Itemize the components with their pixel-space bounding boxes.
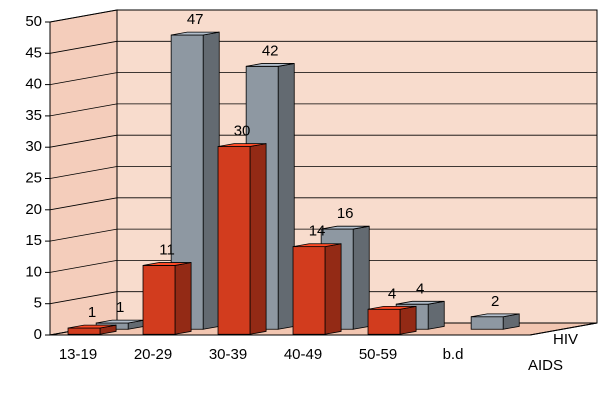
grid-line bbox=[49, 291, 597, 305]
bar-top bbox=[367, 305, 417, 310]
bar-side bbox=[399, 305, 417, 335]
y-tick-label: 15 bbox=[25, 232, 42, 249]
value-label: 16 bbox=[337, 205, 354, 222]
value-label: 47 bbox=[187, 11, 204, 28]
bar-side bbox=[202, 31, 220, 330]
bar-side bbox=[277, 62, 295, 330]
x-tick-label: 20-29 bbox=[134, 346, 172, 363]
bar bbox=[367, 305, 417, 335]
y-tick-label: 45 bbox=[25, 44, 42, 61]
value-label: 11 bbox=[159, 242, 175, 259]
bar bbox=[67, 324, 117, 335]
bar-top bbox=[67, 324, 117, 329]
x-tick-label: 13-19 bbox=[59, 346, 97, 363]
bar-front bbox=[67, 327, 101, 335]
bar-top bbox=[292, 243, 342, 248]
series-label: AIDS bbox=[528, 357, 563, 374]
bar-side bbox=[352, 225, 370, 330]
bar-side bbox=[174, 262, 192, 335]
bar-side bbox=[324, 243, 342, 335]
bar-top bbox=[396, 300, 445, 305]
x-tick-label: 30-39 bbox=[209, 346, 247, 363]
x-tick-label: 40-49 bbox=[284, 346, 322, 363]
value-label: 4 bbox=[416, 280, 424, 297]
x-tick-label: b.d bbox=[443, 346, 464, 363]
bar-top bbox=[217, 143, 267, 147]
y-tick-label: 35 bbox=[25, 107, 42, 124]
grid-line bbox=[49, 103, 597, 117]
bar bbox=[217, 143, 267, 335]
bar-top bbox=[321, 225, 370, 230]
bar-front bbox=[292, 246, 326, 335]
y-tick-label: 40 bbox=[25, 76, 42, 93]
bar-top bbox=[142, 262, 192, 266]
bar-top bbox=[246, 63, 295, 67]
grid-line bbox=[49, 228, 597, 242]
bar-side bbox=[249, 143, 267, 335]
value-label: 2 bbox=[491, 293, 499, 310]
bar-front bbox=[142, 265, 176, 335]
y-tick-label: 30 bbox=[25, 138, 42, 155]
y-tick-label: 0 bbox=[34, 326, 42, 343]
series-label: HIV bbox=[553, 331, 578, 348]
value-label: 30 bbox=[234, 123, 251, 140]
y-tick-label: 25 bbox=[25, 169, 42, 186]
grid-line bbox=[49, 134, 597, 148]
grid-line bbox=[49, 197, 597, 211]
y-tick-label: 5 bbox=[34, 295, 42, 312]
value-label: 1 bbox=[88, 304, 96, 321]
bar-front bbox=[367, 308, 401, 335]
grid-line bbox=[49, 40, 597, 54]
value-label: 1 bbox=[116, 299, 124, 316]
bar-top bbox=[171, 31, 220, 36]
y-tick-label: 10 bbox=[25, 263, 42, 280]
bar-side bbox=[427, 300, 445, 330]
value-label: 14 bbox=[309, 223, 326, 240]
y-tick-label: 20 bbox=[25, 201, 42, 218]
bar bbox=[292, 243, 342, 335]
bar-top bbox=[471, 313, 520, 318]
value-label: 42 bbox=[262, 42, 279, 59]
bar bbox=[142, 262, 192, 335]
grid-line bbox=[49, 9, 597, 23]
grid-line bbox=[49, 72, 597, 85]
bar bbox=[470, 313, 520, 330]
bar-front bbox=[470, 316, 504, 330]
value-label: 4 bbox=[388, 285, 396, 302]
y-tick-label: 50 bbox=[25, 13, 42, 30]
depth-axis bbox=[529, 322, 598, 336]
grid-line bbox=[49, 166, 597, 179]
x-tick-label: 50-59 bbox=[359, 346, 397, 363]
bar-front bbox=[217, 146, 251, 335]
grid-line bbox=[49, 259, 597, 273]
